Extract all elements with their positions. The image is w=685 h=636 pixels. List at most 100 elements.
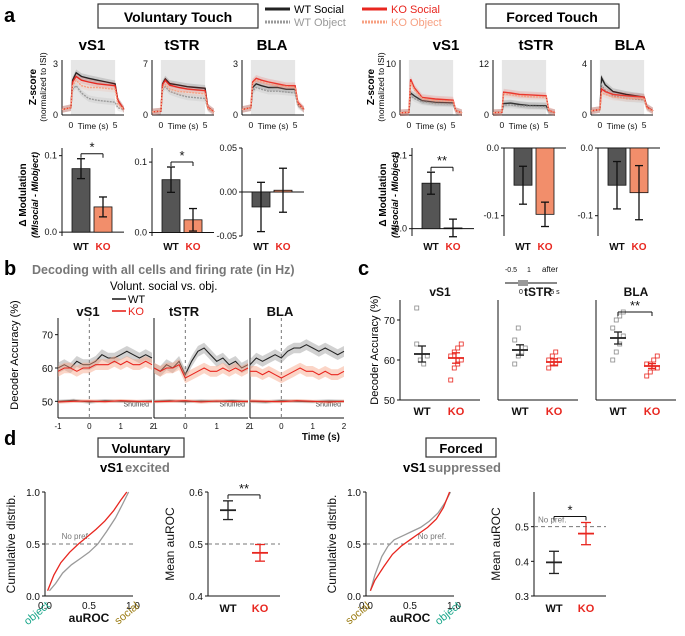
mod-xlabel-ko-bla-forced: KO [632,242,647,253]
decoding-shuffled-label-vs1: Shuffled [123,401,149,408]
svm-inset-label-after: after [542,265,558,274]
zscore-band-ko-object-tstr-voluntary [152,81,214,116]
legend-wt-object-label: WT Object [294,17,346,29]
svm-xlabel-wt-tstr: WT [511,406,528,418]
decoding-line-wt-shuffled-bla [249,400,345,403]
cdf-ytick-1-voluntary: 0.5 [26,540,40,551]
region-title-vs1-forced: vS1 [433,37,460,54]
decoding-title: Decoding with all cells and firing rate … [32,263,295,277]
svm-point-wt-5-bla [613,317,619,323]
region-title-bla-forced: BLA [615,37,646,54]
decoding-xtick-1-vs1: 0 [87,422,92,431]
mod-ylabel-voluntary: Δ Modulation [18,163,29,226]
cdf-no-pref-label-voluntary: No pref. [62,532,90,541]
voluntary-region: vS1 [100,460,123,475]
cdf-xtick-2-forced: 1.0 [447,601,461,612]
zscore-ylabel-forced: Z-score [366,69,377,106]
zscore-xtick-5-vs1-voluntary: 5 [113,120,118,130]
svm-point-ko-0-tstr [546,365,552,371]
decoding-xlabel: Time (s) [302,432,340,443]
zscore-band-ko-object-vs1-forced [400,78,462,117]
zscore-line-ko-object-vs1-voluntary [61,79,125,111]
decoding-xtick-3-tstr: 2 [246,422,251,431]
decoding-band-ko-bla [250,362,344,384]
cdf-xtick-2-voluntary: 1.0 [126,601,140,612]
svm-xlabel-ko-vs1: KO [448,406,465,418]
region-title-bla-voluntary: BLA [257,37,288,54]
panel-label-d: d [4,428,16,450]
svm-significance-bla-label: ** [630,298,640,313]
cdf-ylabel-forced: Cumulative distrib. [325,495,339,594]
cdf-xtick-0-forced: 0.0 [359,601,373,612]
cdf-xtick-0-voluntary: 0.0 [38,601,52,612]
mod-xlabel-wt-tstr-forced: WT [515,242,531,253]
mean-auroc-ytick-2-forced: 0.5 [515,523,529,534]
mean-auroc-ylabel-voluntary: Mean auROC [163,507,177,581]
decoding-ytick-60: 60 [42,364,54,375]
mod-xlabel-wt-bla-forced: WT [609,242,625,253]
zscore-line-ko-object-vs1-forced [399,81,463,114]
mod-ylabel2-forced: (MIsocial - MIobject) [390,152,400,238]
decoding-line-ko-vs1 [57,360,153,372]
zscore-xlabel-vs1-voluntary: Time (s) [78,121,109,131]
svm-point-ko-7-vs1 [458,341,464,347]
zscore-line-ko-object-tstr-voluntary [151,83,215,113]
decoding-band-wt-bla [250,339,344,370]
zscore-band-ko-object-bla-voluntary [242,76,304,113]
zscore-ytick-max-bla-forced: 4 [582,59,587,69]
svm-region-title-bla: BLA [624,285,649,299]
svm-point-ko-1-vs1 [451,365,457,371]
svm-xlabel-ko-bla: KO [644,406,661,418]
cdf-ytick-1-forced: 0.5 [347,540,361,551]
svm-ytick-50: 50 [384,396,396,407]
zscore-ytick-max-tstr-voluntary: 7 [143,59,148,69]
panel-label-a: a [4,5,16,27]
mod-ytick-0-bla-voluntary: -0.05 [216,231,237,241]
zscore-band-wt-object-vs1-voluntary [62,82,124,113]
cdf-ytick-2-forced: 1.0 [347,488,361,499]
region-title-tstr-voluntary: tSTR [165,37,200,54]
mean-auroc-ytick-0-forced: 0.3 [515,592,529,603]
mean-auroc-xlabel-ko-forced: KO [578,603,595,615]
forced-box-title: Forced [439,441,482,456]
svm-ylabel: Decoder Accuracy (%) [369,295,381,404]
decoding-xtick-0-tstr: -1 [150,422,158,431]
decoding-line-ko-shuffled-tstr [153,400,249,403]
mod-significance-tstr-voluntary-label: * [179,148,184,163]
mean-auroc-xlabel-wt-forced: WT [545,603,562,615]
cdf-line-ko-voluntary [46,491,128,592]
decoding-line-wt-bla [249,344,345,366]
svm-region-title-tstr: tSTR [524,285,552,299]
mod-xlabel-ko-tstr-voluntary: KO [186,242,201,253]
zscore-band-wt-social-vs1-voluntary [62,69,124,113]
decoding-ytick-70: 70 [42,331,54,342]
zscore-ytick-0-bla-forced: 0 [582,110,587,120]
zscore-ylabel-voluntary: Z-score [28,69,39,106]
zscore-xlabel-vs1-forced: Time (s) [416,121,447,131]
decoding-line-wt-vs1 [57,350,153,369]
zscore-ylabel2-forced: (normalized to ISI) [376,52,386,122]
mod-ytick-1-vs1-voluntary: 0.1 [44,151,57,161]
decoding-line-wt-shuffled-tstr [153,400,249,403]
zscore-line-wt-object-bla-voluntary [241,86,305,111]
zscore-xtick-0-tstr-forced: 0 [499,120,504,130]
mod-significance-vs1-forced-label: ** [437,153,447,168]
decoding-legend-wt: WT [128,294,145,306]
svm-point-ko-6-bla [651,357,657,363]
svm-point-wt-0-bla [610,357,616,363]
cdf-xlabel-voluntary: auROC [69,611,110,625]
decoding-subtitle: Volunt. social vs. obj. [110,281,217,293]
decoding-xtick-2-tstr: 1 [214,422,219,431]
zscore-xtick-5-bla-voluntary: 5 [293,120,298,130]
figure-static-labels: a b c d Voluntary Touch Forced Touch WT … [4,3,646,475]
cdf-ytick-0-forced: 0.0 [347,592,361,603]
svm-point-ko-0-vs1 [448,377,454,383]
svm-xlabel-wt-vs1: WT [413,406,430,418]
mod-ytick-1-vs1-forced: 0.1 [394,150,407,160]
decoding-line-ko-shuffled-vs1 [57,400,153,403]
svm-point-ko-5-vs1 [451,349,457,355]
zscore-xtick-0-vs1-forced: 0 [406,120,411,130]
svm-region-title-vs1: vS1 [429,285,451,299]
